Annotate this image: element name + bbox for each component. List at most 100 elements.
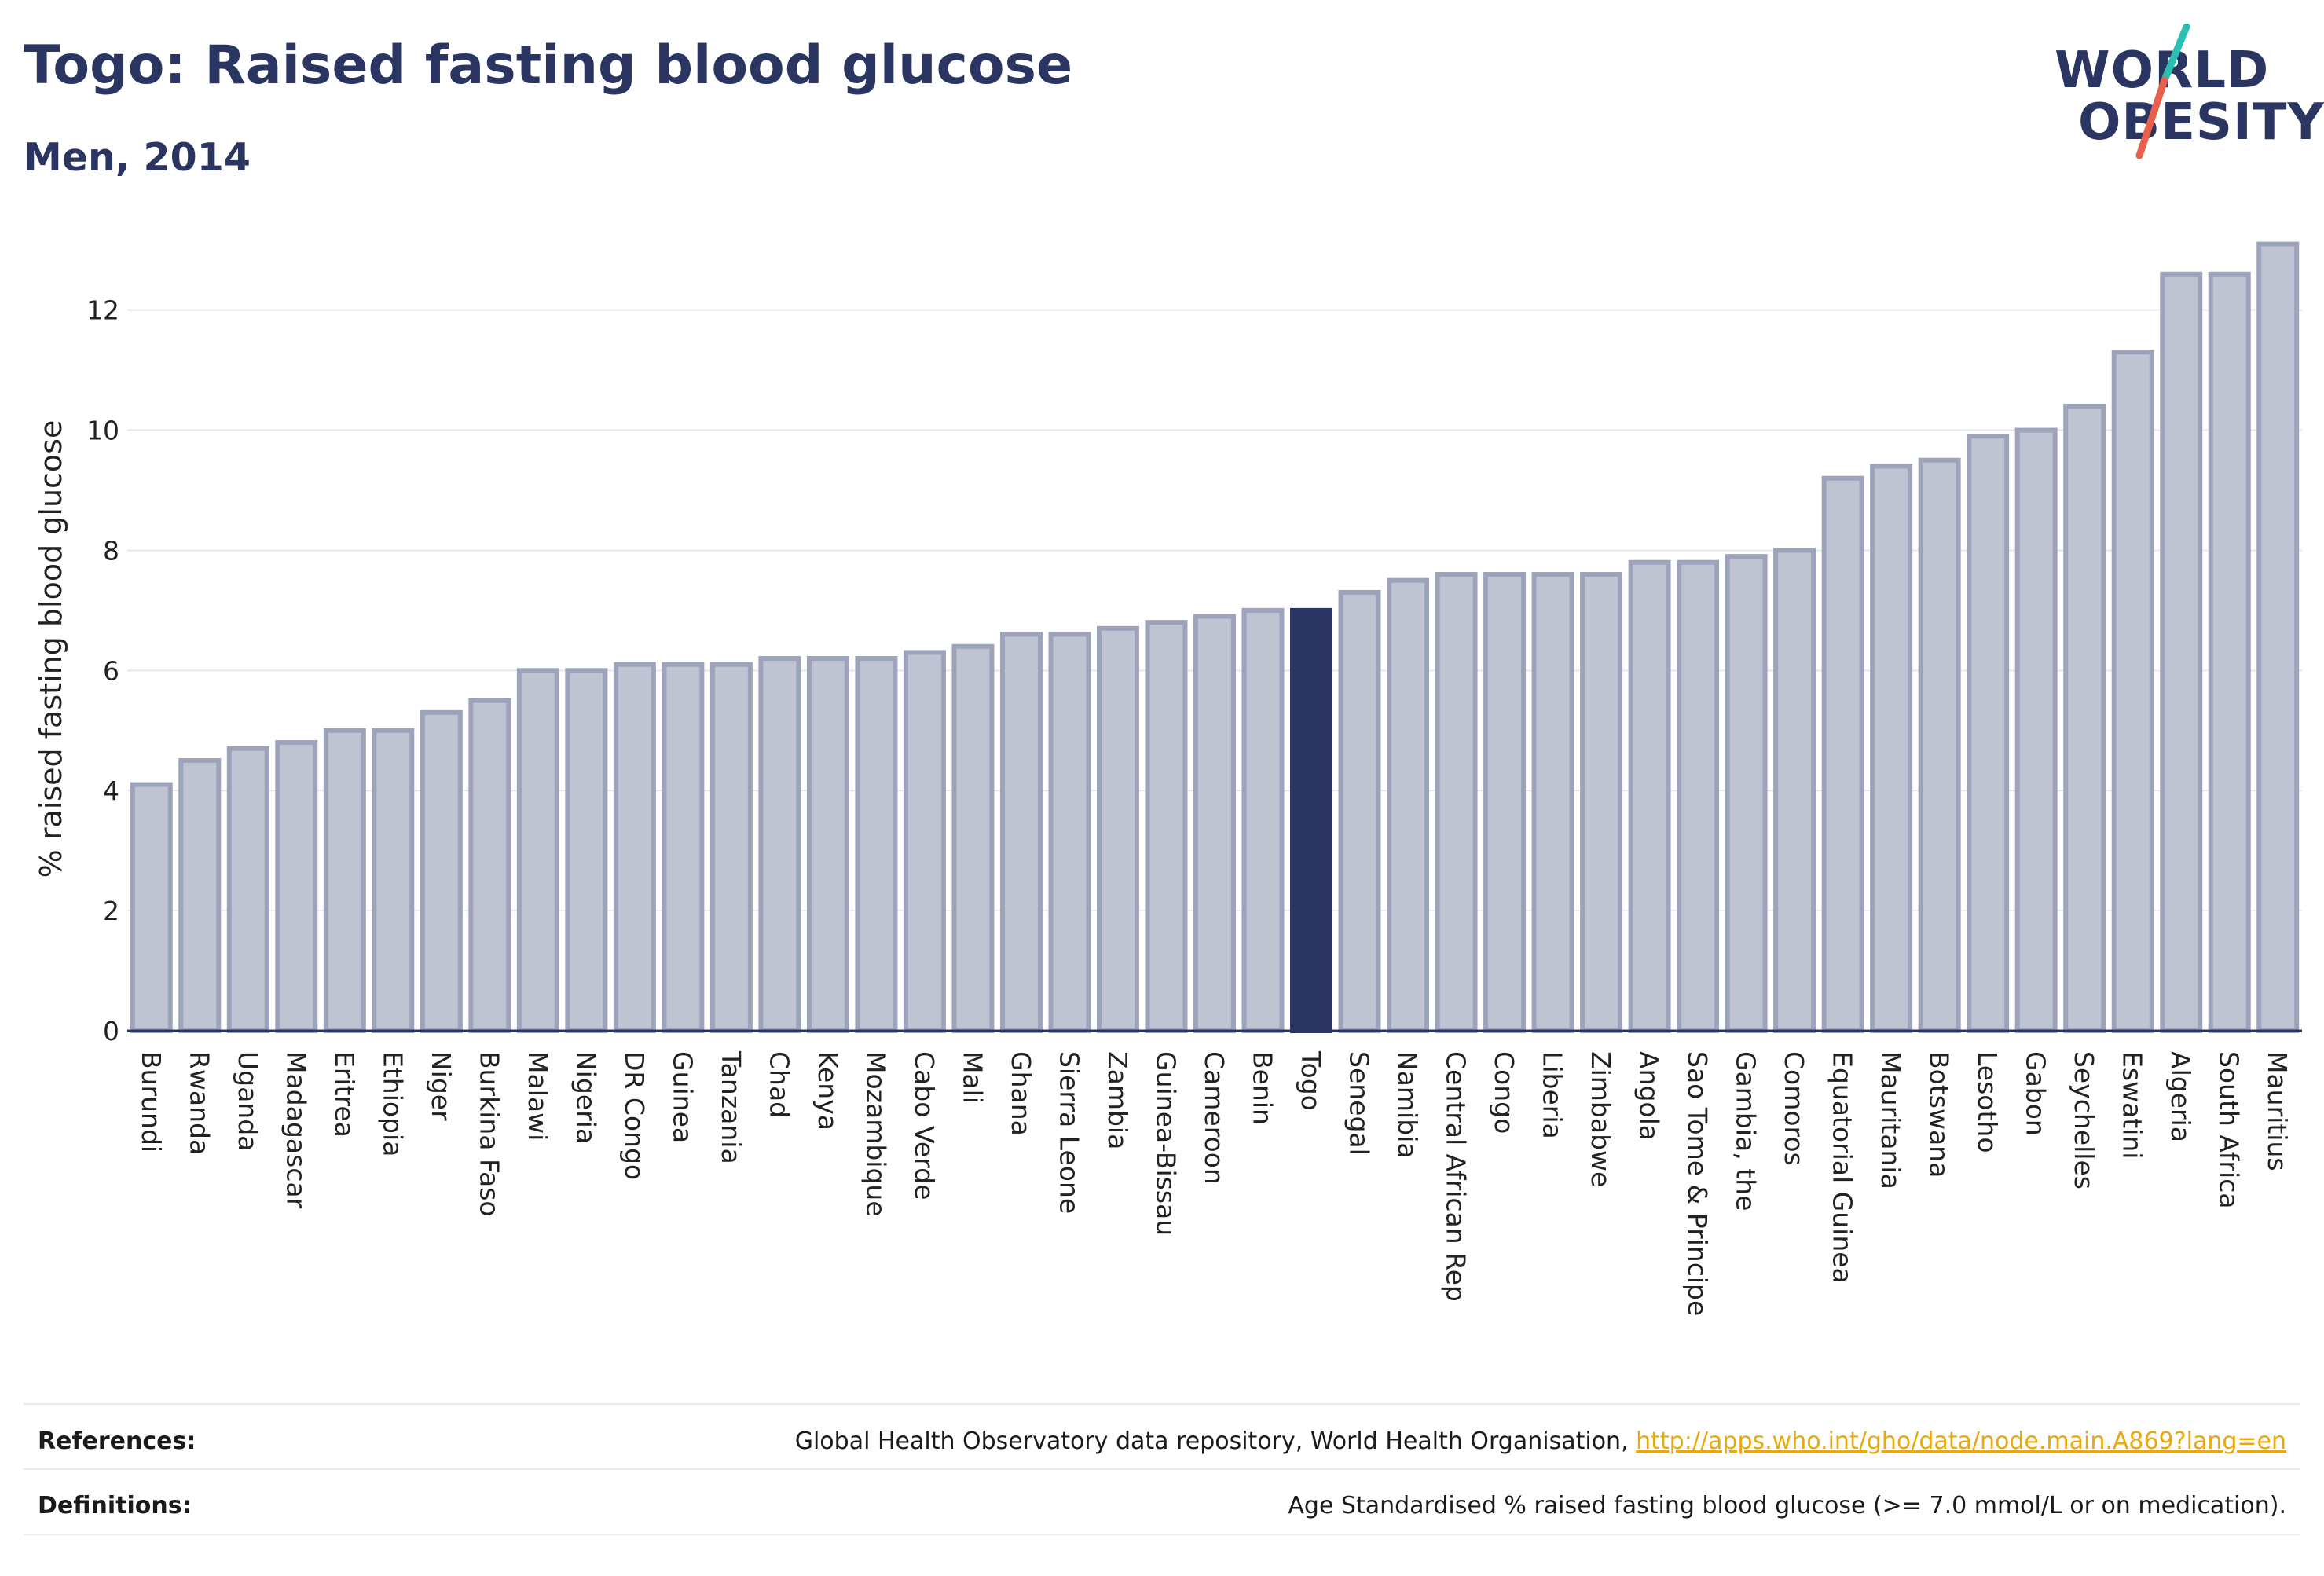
x-category-label: Mauritius bbox=[2262, 1051, 2293, 1171]
bar bbox=[1628, 559, 1671, 1033]
x-category-label: Ghana bbox=[1006, 1051, 1036, 1136]
definitions-value: Age Standardised % raised fasting blood … bbox=[1288, 1492, 2286, 1519]
x-category-label: Malawi bbox=[522, 1051, 553, 1141]
bar bbox=[1096, 625, 1139, 1033]
bar bbox=[758, 656, 801, 1033]
x-category-label: Zimbabwe bbox=[1585, 1051, 1616, 1187]
bar bbox=[1531, 572, 1574, 1033]
x-category-label: Zambia bbox=[1102, 1051, 1133, 1149]
bar bbox=[2208, 271, 2251, 1033]
x-category-label: Uganda bbox=[233, 1051, 263, 1151]
bar bbox=[662, 662, 705, 1033]
x-category-label: Algeria bbox=[2165, 1051, 2196, 1142]
footer-divider-top bbox=[24, 1403, 2300, 1405]
bar bbox=[1338, 589, 1381, 1033]
bar bbox=[1048, 632, 1091, 1033]
y-tick-label: 12 bbox=[86, 295, 119, 326]
x-category-label: Burundi bbox=[136, 1051, 167, 1153]
references-label: References: bbox=[38, 1428, 196, 1455]
x-category-label: Botswana bbox=[1924, 1051, 1955, 1178]
bar bbox=[1870, 464, 1913, 1033]
y-tick-label: 2 bbox=[103, 896, 119, 926]
y-tick-label: 8 bbox=[103, 535, 119, 566]
x-category-label: Gambia, the bbox=[1731, 1051, 1761, 1211]
x-category-label: Mali bbox=[957, 1051, 988, 1104]
bar bbox=[226, 746, 269, 1033]
x-category-label: Kenya bbox=[812, 1051, 843, 1131]
x-category-label: Mauritania bbox=[1875, 1051, 1906, 1189]
y-tick-label: 6 bbox=[103, 655, 119, 686]
x-category-label: Guinea-Bissau bbox=[1150, 1051, 1181, 1236]
x-category-label: Chad bbox=[764, 1051, 794, 1118]
x-category-label: Tanzania bbox=[716, 1050, 746, 1164]
x-category-label: Sao Tome & Principe bbox=[1682, 1051, 1713, 1316]
bar bbox=[1677, 559, 1720, 1033]
bar bbox=[130, 782, 173, 1033]
x-category-label: Sierra Leone bbox=[1054, 1051, 1084, 1214]
bar bbox=[565, 668, 608, 1033]
bar-chart: 0 2 4 6 8 10 12 Burundi Rwanda Uganda Madagascar E… bbox=[34, 241, 2302, 1316]
bars bbox=[130, 241, 2300, 1034]
footer-divider-middle bbox=[24, 1468, 2300, 1470]
x-category-label: Angola bbox=[1634, 1051, 1665, 1141]
bar bbox=[903, 650, 946, 1034]
bar bbox=[275, 740, 318, 1033]
x-category-label: Cabo Verde bbox=[909, 1051, 940, 1200]
x-category-label: Benin bbox=[1248, 1051, 1278, 1125]
references-text: Global Health Observatory data repositor… bbox=[794, 1428, 1637, 1455]
bar bbox=[1725, 554, 1768, 1033]
x-category-label: Burkina Faso bbox=[474, 1051, 504, 1217]
references-link[interactable]: http://apps.who.int/gho/data/node.main.A… bbox=[1636, 1428, 2286, 1455]
y-tick-label: 0 bbox=[103, 1016, 119, 1046]
bar bbox=[1821, 475, 1864, 1033]
bar bbox=[1918, 457, 1961, 1033]
bar bbox=[468, 698, 511, 1033]
x-axis-labels: Burundi Rwanda Uganda Madagascar Eritrea Ethi… bbox=[136, 1050, 2293, 1316]
bar bbox=[2256, 241, 2300, 1034]
x-category-label: Rwanda bbox=[184, 1051, 214, 1155]
bar bbox=[2063, 403, 2106, 1033]
x-category-label: Central African Rep bbox=[1441, 1051, 1472, 1302]
y-tick-label: 4 bbox=[103, 775, 119, 806]
bar bbox=[1145, 620, 1188, 1033]
bar-highlighted bbox=[1290, 607, 1333, 1033]
references-value: Global Health Observatory data repositor… bbox=[795, 1428, 2286, 1455]
x-category-label: Gabon bbox=[2021, 1051, 2051, 1136]
x-category-label: Eswatini bbox=[2117, 1051, 2148, 1159]
x-category-label: Guinea bbox=[667, 1051, 698, 1143]
bar bbox=[1435, 572, 1478, 1033]
bar bbox=[1483, 572, 1527, 1033]
x-category-label: Niger bbox=[426, 1051, 456, 1121]
world-obesity-logo: WORLD OBESITY bbox=[2055, 24, 2324, 161]
logo-slash-icon bbox=[2135, 24, 2190, 159]
bar bbox=[178, 758, 222, 1033]
bar bbox=[1773, 548, 1816, 1033]
x-category-label: Mozambique bbox=[860, 1051, 891, 1217]
bar bbox=[1241, 607, 1285, 1033]
y-tick-label: 10 bbox=[86, 416, 119, 446]
bar bbox=[806, 656, 849, 1033]
x-category-label: Cameroon bbox=[1199, 1051, 1230, 1185]
bar bbox=[1387, 577, 1430, 1033]
y-axis-title: % raised fasting blood glucose bbox=[34, 420, 68, 878]
bar bbox=[1580, 572, 1623, 1033]
bar bbox=[516, 668, 559, 1033]
x-category-label: Senegal bbox=[1344, 1051, 1375, 1156]
bar bbox=[420, 709, 463, 1033]
x-category-label: Namibia bbox=[1392, 1051, 1423, 1159]
bar bbox=[999, 632, 1043, 1033]
definitions-label: Definitions: bbox=[38, 1492, 192, 1519]
x-category-label: Liberia bbox=[1538, 1051, 1568, 1139]
bar bbox=[855, 656, 898, 1033]
bar bbox=[372, 728, 415, 1033]
bar bbox=[951, 643, 995, 1033]
chart-subtitle: Men, 2014 bbox=[24, 135, 251, 180]
x-category-label: Comoros bbox=[1779, 1051, 1809, 1166]
bar bbox=[323, 728, 366, 1033]
x-category-label: Togo bbox=[1296, 1050, 1326, 1111]
x-category-label: Madagascar bbox=[280, 1051, 311, 1209]
bar bbox=[1193, 614, 1236, 1033]
x-category-label: Equatorial Guinea bbox=[1827, 1051, 1858, 1284]
chart-title: Togo: Raised fasting blood glucose bbox=[24, 35, 1073, 97]
footer-divider-bottom bbox=[24, 1534, 2300, 1535]
